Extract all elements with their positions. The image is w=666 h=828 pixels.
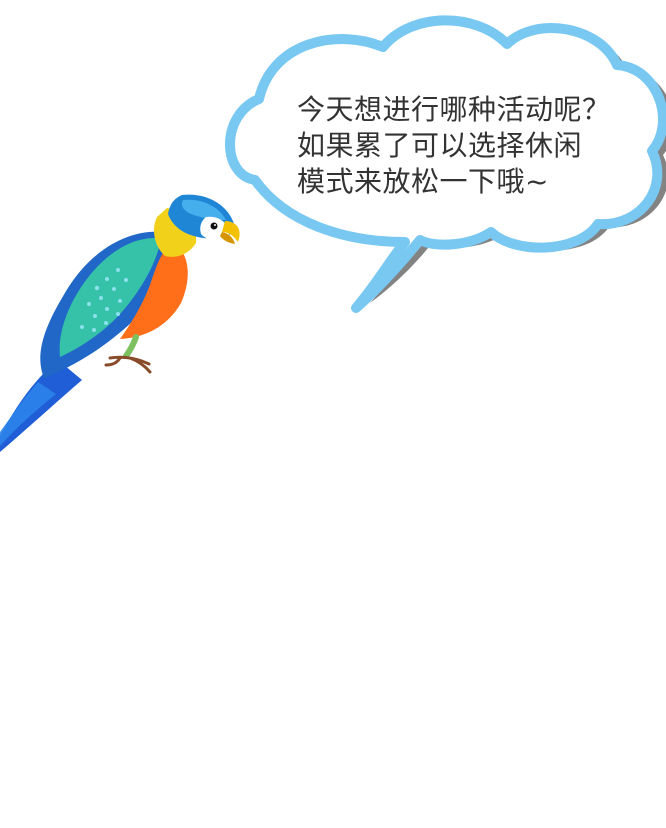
parrot-icon [0,194,240,452]
speech-line-1: 今天想进行哪种活动呢？ [297,93,611,126]
speech-bubble [225,15,666,313]
speech-bubble-text: 今天想进行哪种活动呢？ 如果累了可以选择休闲 模式来放松一下哦~ [297,92,647,200]
speech-line-2: 如果累了可以选择休闲 [297,129,583,162]
speech-bubble-shape [225,15,666,313]
speech-line-3: 模式来放松一下哦~ [297,165,549,198]
